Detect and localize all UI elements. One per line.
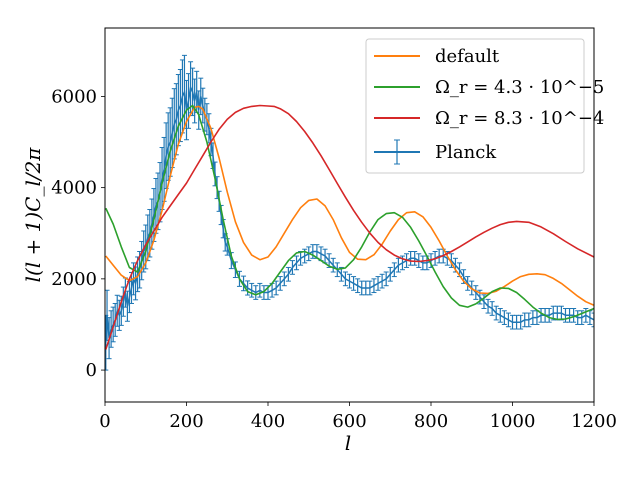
y-tick-label: 0	[86, 360, 97, 381]
series-line-1	[105, 104, 594, 321]
x-tick-label: 1000	[490, 411, 536, 432]
y-tick-label: 2000	[51, 269, 97, 290]
y-tick-label: 6000	[51, 86, 97, 107]
series-line-2	[105, 104, 594, 350]
y-tick-label: 4000	[51, 178, 97, 199]
x-tick-label: 400	[251, 411, 285, 432]
legend-item: default	[374, 46, 500, 67]
series-line-0	[105, 105, 594, 307]
legend-item: Planck	[374, 139, 497, 165]
legend-label: default	[435, 46, 500, 67]
legend: default Ω_r = 4.3 · 10^−5 Ω_r = 8.3 · 10^−…	[365, 38, 604, 174]
y-axis-label: l(l + 1)C_l/2π	[21, 147, 45, 283]
planck-point	[591, 312, 594, 328]
x-axis-label: l	[345, 431, 351, 455]
legend-label: Planck	[435, 142, 497, 163]
x-tick-label: 800	[414, 411, 448, 432]
legend-label: Ω_r = 8.3 · 10^−4	[435, 108, 604, 129]
plot-area	[105, 54, 594, 371]
x-tick-label: 1200	[571, 411, 617, 432]
legend-item: Ω_r = 8.3 · 10^−4	[374, 108, 604, 129]
x-tick-label: 600	[332, 411, 366, 432]
legend-item: Ω_r = 4.3 · 10^−5	[374, 77, 604, 98]
legend-label: Ω_r = 4.3 · 10^−5	[435, 77, 604, 98]
x-tick-label: 0	[99, 411, 110, 432]
x-tick-label: 200	[169, 411, 203, 432]
legend-box	[365, 38, 585, 174]
planck-line	[105, 84, 594, 343]
plot-content	[105, 54, 594, 371]
tick-group: 0 200 400 600 800 1000 1200 0 2000 4000 6000	[51, 86, 617, 432]
